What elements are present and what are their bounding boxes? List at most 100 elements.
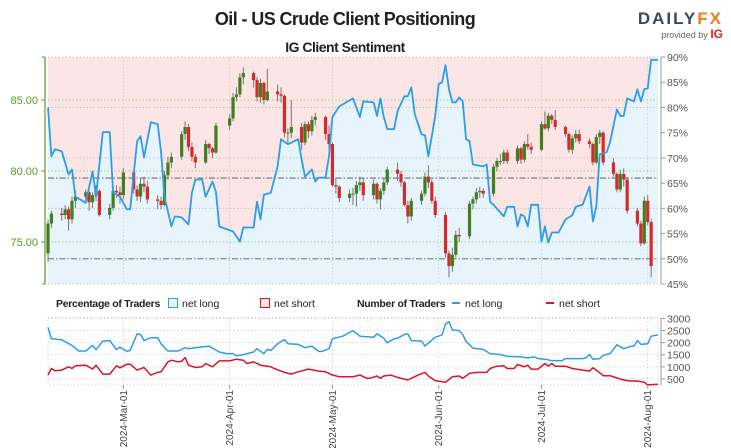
candle-body (214, 125, 218, 153)
candle-body (491, 166, 496, 194)
candle (327, 125, 331, 150)
candle (97, 189, 102, 217)
candle (180, 131, 184, 160)
candle-body (457, 234, 461, 237)
candle (118, 186, 122, 204)
candle-body (66, 209, 71, 220)
candle-body (97, 190, 102, 216)
net-long-pct-line (47, 59, 658, 244)
candle (419, 190, 424, 206)
candle (63, 205, 67, 220)
candle-body (183, 126, 187, 135)
candle-body (395, 169, 400, 174)
candle (515, 145, 520, 164)
candle (471, 196, 475, 210)
logo-provided-by: provided by IG (638, 28, 723, 41)
legend-num-net-long-label: net long (465, 298, 503, 310)
candle-body (450, 254, 454, 267)
candle-body (385, 169, 389, 183)
candle-body (553, 119, 557, 127)
candle-body (166, 162, 170, 176)
traders-tick-label: 1000 (667, 362, 691, 374)
candle-body (546, 115, 550, 129)
traders-tick-label: 500 (667, 374, 685, 386)
price-tick-label: 80.00 (10, 166, 38, 178)
candle-body (258, 82, 263, 98)
candle (156, 195, 160, 210)
traders-tick-label: 1500 (667, 350, 691, 362)
traders-tick-label: 2500 (667, 326, 691, 338)
candle (135, 185, 139, 201)
candle-body (60, 213, 64, 216)
candle-body (313, 117, 317, 120)
candle (299, 122, 304, 150)
candle-body (361, 182, 365, 196)
legend: Percentage of Traders net long net short… (0, 298, 731, 312)
candle (567, 132, 571, 153)
candle (642, 196, 646, 245)
candle-body (611, 162, 616, 174)
candle (207, 142, 211, 154)
candle-body (498, 161, 502, 163)
candle (204, 139, 208, 164)
candle-body (567, 134, 571, 150)
legend-pct-net-short-label: net short (274, 298, 315, 310)
candle (611, 158, 616, 177)
candle (330, 142, 335, 187)
candle (49, 210, 54, 228)
net-long-traders-line (47, 320, 659, 362)
net-long-swatch-icon (168, 298, 178, 308)
candle-body (73, 196, 78, 201)
candle (450, 247, 454, 272)
candle (145, 180, 149, 204)
candle (279, 87, 283, 103)
candle-body (330, 144, 335, 186)
candle-body (90, 195, 95, 203)
candle (159, 196, 163, 210)
pct-tick-label: 65% (667, 178, 688, 190)
candle-body (409, 200, 413, 217)
candle-body (587, 141, 592, 145)
candle (90, 192, 95, 208)
candle (228, 114, 232, 130)
candle (443, 212, 448, 258)
candle (382, 178, 386, 196)
candle-body (276, 91, 280, 95)
ig-logo: IG (710, 27, 723, 41)
candle-body (598, 132, 602, 137)
candle (519, 146, 523, 164)
candle (491, 163, 496, 197)
candle-body (84, 192, 88, 197)
candle (142, 176, 146, 193)
candle (454, 230, 458, 258)
candle (550, 114, 554, 125)
candle (121, 168, 125, 200)
candle (574, 129, 578, 143)
candle (553, 109, 557, 130)
candle-body (426, 176, 430, 183)
candle-body (145, 186, 149, 200)
net-short-line-icon (546, 302, 554, 304)
candle (169, 152, 173, 169)
candle-body (299, 126, 304, 143)
candle-body (526, 144, 530, 147)
candle-body (310, 119, 314, 132)
candle-body (327, 134, 331, 145)
candle-body (505, 152, 509, 162)
candle-body (618, 173, 622, 190)
candle (371, 179, 376, 200)
candle (231, 92, 235, 122)
price-tick-label: 75.00 (10, 237, 38, 249)
candle (262, 81, 266, 105)
candle-body (114, 190, 119, 193)
candle-body (471, 199, 475, 204)
candle-body (402, 182, 407, 206)
x-tick-label: 2024-Mar-01 (119, 390, 130, 448)
candle-body (46, 223, 50, 254)
candle (502, 149, 506, 164)
traders-tick-label: 2000 (667, 338, 691, 350)
candle (385, 166, 389, 186)
candle (594, 134, 598, 164)
candle (190, 142, 194, 162)
